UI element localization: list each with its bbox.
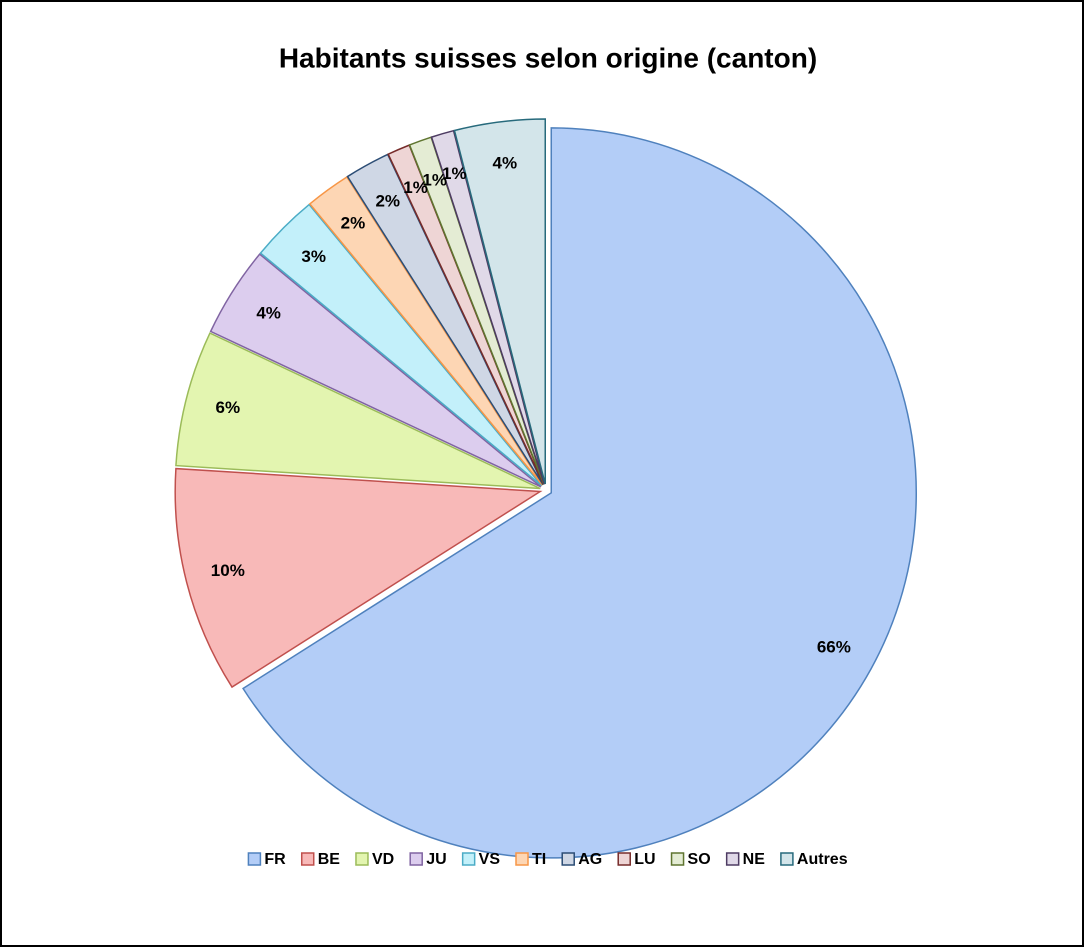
data-label: 2%: [375, 192, 400, 211]
pie-slice: [259, 203, 543, 487]
legend-swatch: [561, 852, 575, 866]
pie-slice: [242, 127, 917, 859]
legend-label: SO: [688, 851, 711, 868]
legend-label: NE: [743, 851, 766, 868]
legend-item: VD: [355, 851, 394, 868]
legend-swatch: [515, 852, 529, 866]
data-label: 10%: [211, 561, 245, 580]
legend-swatch: [725, 852, 740, 866]
legend-swatch: [670, 852, 685, 866]
legend-swatch: [617, 852, 631, 866]
data-label: 3%: [301, 247, 326, 266]
legend-label: AG: [578, 851, 602, 868]
legend-label: VD: [372, 851, 394, 868]
data-label: 1%: [442, 164, 467, 183]
legend-item: Autres: [780, 851, 848, 868]
legend-label: VS: [479, 851, 501, 868]
pie-slice: [174, 467, 543, 689]
legend-swatch: [461, 852, 476, 866]
pie-slice: [453, 118, 546, 485]
data-label: 4%: [256, 303, 281, 322]
legend-label: LU: [634, 851, 655, 868]
legend-swatch: [409, 852, 423, 866]
legend-swatch: [300, 852, 315, 866]
pie-slice: [308, 175, 544, 486]
legend-swatch: [780, 852, 794, 866]
legend-label: Autres: [797, 851, 848, 868]
legend-item: VS: [461, 851, 501, 868]
legend-swatch: [355, 852, 369, 866]
pie-slice: [209, 253, 542, 488]
data-label: 1%: [422, 170, 447, 189]
legend-swatch: [247, 852, 262, 866]
legend-item: JU: [409, 851, 447, 868]
data-label: 2%: [341, 214, 366, 233]
legend-item: BE: [300, 851, 341, 868]
legend-item: FR: [247, 851, 286, 868]
legend-item: AG: [561, 851, 602, 868]
data-label: 66%: [817, 638, 851, 657]
legend-label: TI: [532, 851, 546, 868]
pie-slice: [430, 129, 546, 485]
legend-label: FR: [264, 851, 286, 868]
chart-title: Habitants suisses selon origine (canton): [279, 42, 817, 73]
data-label: 1%: [403, 178, 428, 197]
data-label: 6%: [216, 398, 241, 417]
legend-label: JU: [426, 851, 446, 868]
pie-slice: [175, 332, 541, 490]
legend-item: SO: [670, 851, 711, 868]
legend-label: BE: [318, 851, 341, 868]
legend-item: TI: [515, 851, 546, 868]
legend-item: LU: [617, 851, 656, 868]
data-label: 4%: [493, 154, 518, 173]
legend-item: NE: [725, 851, 766, 868]
